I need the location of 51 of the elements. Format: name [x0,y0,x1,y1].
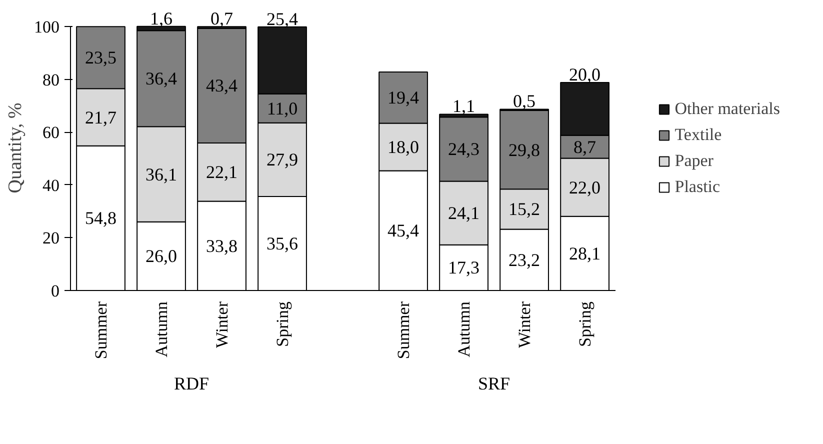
x-tick-label: Autumn [152,301,171,358]
y-tick-label: 100 [34,18,60,37]
data-label: 28,1 [569,243,601,264]
data-label: 0,7 [210,8,234,29]
legend-label: Other materials [674,98,780,118]
data-label: 15,2 [508,199,540,220]
data-label: 0,5 [513,91,536,112]
data-label: 11,0 [266,98,298,118]
data-label: 22,1 [206,162,238,182]
data-label: 17,3 [448,258,480,278]
x-tick-label: Spring [272,301,292,347]
data-label: 45,4 [388,220,420,241]
data-label: 26,0 [146,246,178,266]
data-label: 24,3 [448,139,480,160]
y-tick-label: 20 [42,228,60,248]
data-label: 1,6 [150,8,173,28]
data-label: 1,1 [452,96,476,116]
data-label: 24,1 [448,203,480,224]
data-label: 29,8 [508,140,540,160]
data-label: 20,0 [569,64,601,85]
text: SRF [478,374,510,394]
y-tick-label: 40 [42,176,60,195]
data-label: 36,1 [146,164,178,184]
data-label: 23,5 [85,48,116,68]
x-tick-label: Winter [212,301,232,348]
data-label: 8,7 [574,136,596,157]
data-label: 19,4 [388,88,420,108]
data-label: 21,7 [85,107,116,128]
data-label: 18,0 [388,136,420,157]
data-label: 27,9 [266,150,298,170]
y-axis-title: Quantity, % [5,102,26,194]
data-label: 36,4 [146,68,178,89]
data-label: 23,2 [508,250,540,270]
data-label: 25,4 [266,8,298,29]
x-tick-label: Autumn [454,301,474,358]
y-tick-label: 60 [42,123,60,142]
data-label: 35,6 [266,234,298,254]
x-tick-label: Spring [575,301,594,347]
y-tick-label: 0 [51,282,60,300]
y-tick-label: 80 [42,70,60,90]
legend-label: Paper [674,150,714,170]
data-label: 54,8 [85,208,116,228]
data-label: 43,4 [206,76,238,96]
text: RDF [174,374,210,394]
data-label: 22,0 [569,177,601,198]
data-label: 33,8 [206,236,238,256]
legend-label: Plastic [674,176,720,196]
x-tick-label: Summer [91,301,110,360]
x-tick-label: Summer [394,301,413,360]
legend-label: Textile [674,124,722,144]
x-tick-label: Winter [514,301,534,348]
